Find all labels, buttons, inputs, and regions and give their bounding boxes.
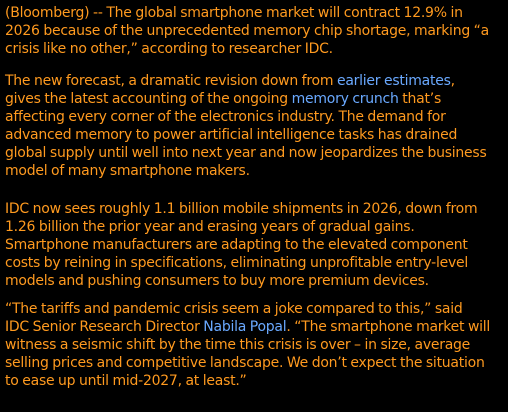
text-line: Smartphone manufacturers are adapting to… (5, 236, 477, 254)
text-run: models and pushing consumers to buy more… (5, 273, 429, 289)
text-run: crisis like no other,” according to rese… (5, 41, 333, 57)
text-line: advanced memory to power artificial inte… (5, 126, 486, 144)
text-line: witness a seismic shift by the time this… (5, 336, 490, 354)
paragraph-forecast: The new forecast, a dramatic revision do… (5, 72, 487, 180)
text-line: “The tariffs and pandemic crisis seem a … (5, 300, 490, 318)
text-line: to ease up until mid-2027, at least.” (5, 372, 490, 390)
text-run: selling prices and competitive landscape… (5, 355, 485, 371)
text-run: , (450, 73, 455, 89)
paragraph-shipments: IDC now sees roughly 1.1 billion mobile … (5, 200, 478, 290)
text-run: model of many smartphone makers. (5, 163, 250, 179)
text-run: Smartphone manufacturers are adapting to… (5, 237, 468, 253)
text-run: global supply until well into next year … (5, 145, 487, 161)
text-run: witness a seismic shift by the time this… (5, 337, 471, 353)
text-line: The new forecast, a dramatic revision do… (5, 72, 486, 90)
link-earlier-estimates[interactable]: earlier estimates (336, 73, 451, 89)
text-line: crisis like no other,” according to rese… (5, 40, 489, 58)
text-line: 2026 because of the unprecedented memory… (5, 22, 489, 40)
text-line: 1.26 billion the prior year and erasing … (5, 218, 477, 236)
text-run: IDC now sees roughly 1.1 billion mobile … (5, 201, 478, 217)
text-run: . “The smartphone market will (286, 319, 491, 335)
text-run: that’s (398, 91, 441, 107)
text-run: “The tariffs and pandemic crisis seem a … (5, 301, 463, 317)
text-line: costs by reining in specifications, elim… (5, 254, 477, 272)
text-run: IDC Senior Research Director (5, 319, 204, 335)
text-line: model of many smartphone makers. (5, 162, 486, 180)
text-run: to ease up until mid-2027, at least.” (5, 373, 247, 389)
text-line: gives the latest accounting of the ongoi… (5, 90, 486, 108)
text-run: costs by reining in specifications, elim… (5, 255, 468, 271)
text-line: global supply until well into next year … (5, 144, 487, 162)
paragraph-quote: “The tariffs and pandemic crisis seem a … (5, 300, 490, 390)
text-line: models and pushing consumers to buy more… (5, 272, 477, 290)
link-memory-crunch[interactable]: memory crunch (291, 91, 399, 107)
text-line: IDC now sees roughly 1.1 billion mobile … (5, 200, 478, 218)
link-nabila-popal[interactable]: Nabila Popal (203, 319, 287, 335)
text-line: (Bloomberg) -- The global smartphone mar… (5, 4, 489, 22)
text-run: affecting every corner of the electronic… (5, 109, 446, 125)
text-run: advanced memory to power artificial inte… (5, 127, 458, 143)
text-run: (Bloomberg) -- The global smartphone mar… (5, 5, 463, 21)
text-line: affecting every corner of the electronic… (5, 108, 486, 126)
text-line: selling prices and competitive landscape… (5, 354, 490, 372)
paragraph-intro: (Bloomberg) -- The global smartphone mar… (5, 4, 489, 58)
text-run: 1.26 billion the prior year and erasing … (5, 219, 415, 235)
text-run: The new forecast, a dramatic revision do… (5, 73, 337, 89)
text-line: IDC Senior Research Director Nabila Popa… (5, 318, 490, 336)
text-run: gives the latest accounting of the ongoi… (5, 91, 292, 107)
text-run: 2026 because of the unprecedented memory… (5, 23, 489, 39)
